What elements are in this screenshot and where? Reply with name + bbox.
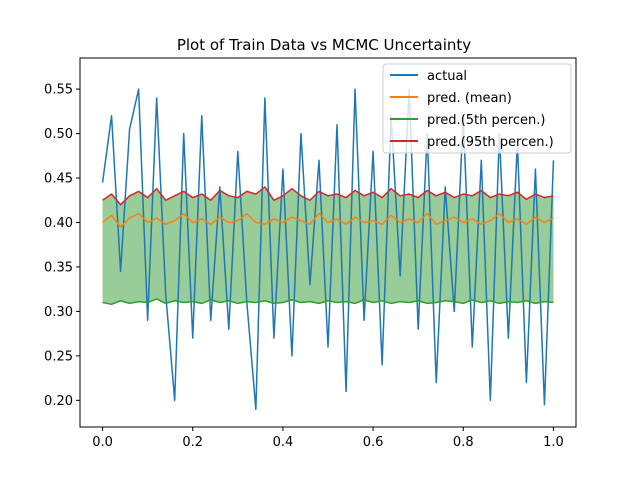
y-tick-label: 0.25 bbox=[44, 349, 73, 364]
x-tick-label: 1.0 bbox=[543, 435, 564, 450]
x-tick-label: 0.4 bbox=[273, 435, 294, 450]
legend-label-actual: actual bbox=[427, 69, 467, 84]
y-tick-label: 0.45 bbox=[44, 172, 73, 187]
x-tick-label: 0.8 bbox=[453, 435, 474, 450]
x-tick-label: 0.6 bbox=[363, 435, 384, 450]
legend-label-95th: pred.(95th percen.) bbox=[427, 135, 554, 150]
y-tick-label: 0.20 bbox=[44, 394, 73, 409]
series-lines bbox=[101, 88, 555, 410]
legend: actual pred. (mean) pred.(5th percen.) p… bbox=[382, 63, 572, 154]
series-line-95th bbox=[102, 186, 554, 206]
y-tick-label: 0.50 bbox=[44, 127, 73, 142]
y-tick-label: 0.35 bbox=[44, 260, 73, 275]
x-tick-label: 0.2 bbox=[182, 435, 203, 450]
legend-box bbox=[382, 63, 572, 154]
legend-label-mean: pred. (mean) bbox=[427, 91, 512, 106]
legend-label-5th: pred.(5th percen.) bbox=[427, 113, 545, 128]
chart-title: Plot of Train Data vs MCMC Uncertainty bbox=[177, 36, 471, 54]
x-axis-ticks: 0.0 0.2 0.4 0.6 0.8 1.0 bbox=[92, 427, 564, 450]
series-line-mean bbox=[102, 212, 554, 228]
y-tick-label: 0.40 bbox=[44, 216, 73, 231]
x-tick-label: 0.0 bbox=[92, 435, 113, 450]
plot-frame bbox=[79, 57, 577, 428]
y-tick-label: 0.30 bbox=[44, 305, 73, 320]
y-axis-ticks: 0.20 0.25 0.30 0.35 0.40 0.45 0.50 0.55 bbox=[44, 83, 80, 409]
y-tick-label: 0.55 bbox=[44, 83, 73, 98]
series-line-5th bbox=[102, 298, 554, 306]
